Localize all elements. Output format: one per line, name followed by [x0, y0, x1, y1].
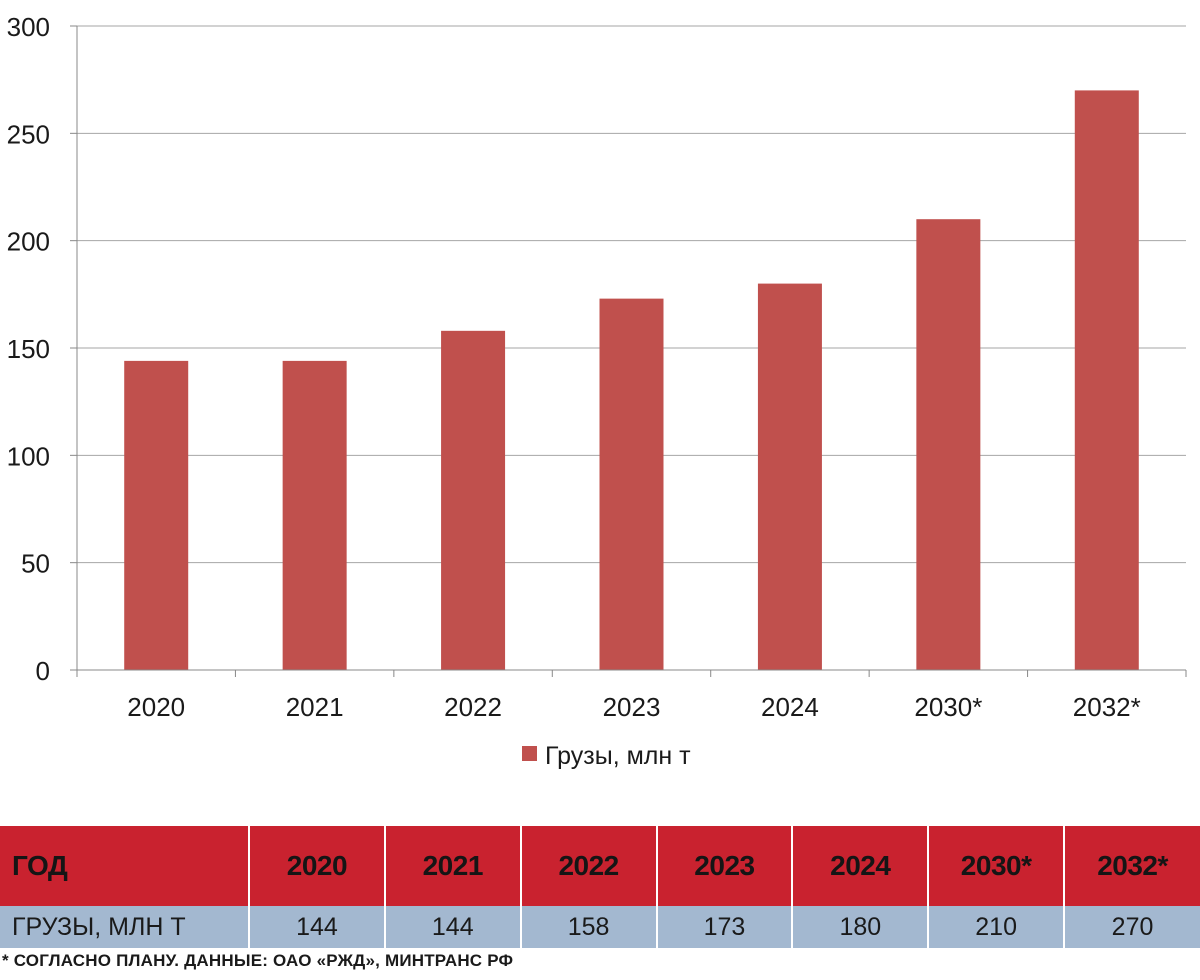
bar [599, 298, 664, 670]
legend-swatch [522, 746, 537, 761]
x-tick-label: 2022 [444, 692, 502, 722]
table-header-row: ГОД 2020 2021 2022 2023 2024 2030* 2032* [0, 826, 1200, 906]
bar [124, 360, 189, 670]
table-header-year: 2022 [520, 826, 658, 906]
table-cell-value: 210 [928, 906, 1066, 948]
x-tick-label: 2032* [1073, 692, 1141, 722]
y-tick-label: 150 [7, 334, 50, 364]
table-data-row: ГРУЗЫ, МЛН Т 144 144 158 173 180 210 270 [0, 906, 1200, 948]
table-cell-value: 144 [249, 906, 386, 948]
chart-axes [70, 25, 1187, 677]
x-tick-label: 2024 [761, 692, 819, 722]
table-cell-value: 180 [792, 906, 930, 948]
table-header-year: 2020 [249, 826, 386, 906]
y-tick-labels: 0 50 100 150 200 250 300 [7, 12, 50, 686]
table-header-year: 2030* [928, 826, 1066, 906]
chart-legend: Грузы, млн т [522, 742, 691, 770]
y-tick-label: 300 [7, 12, 50, 42]
bar [282, 360, 347, 670]
bar [441, 330, 506, 670]
legend-label: Грузы, млн т [545, 742, 691, 770]
bar [916, 219, 981, 670]
x-tick-label: 2020 [127, 692, 185, 722]
table-header-year: 2021 [384, 826, 522, 906]
table-header-year: 2023 [656, 826, 794, 906]
y-tick-label: 100 [7, 441, 50, 471]
table-cell-value: 270 [1064, 906, 1200, 948]
bar [1074, 90, 1139, 670]
table-header-year: 2024 [792, 826, 930, 906]
data-table: ГОД 2020 2021 2022 2023 2024 2030* 2032*… [0, 826, 1200, 948]
table-header-year: 2032* [1064, 826, 1200, 906]
table-cell-value: 173 [656, 906, 794, 948]
y-tick-label: 200 [7, 227, 50, 257]
y-tick-label: 50 [21, 549, 50, 579]
y-tick-label: 0 [36, 656, 50, 686]
table-row-label: ГРУЗЫ, МЛН Т [0, 906, 250, 948]
bar [757, 283, 822, 670]
chart-bars [124, 90, 1139, 670]
x-tick-label: 2023 [603, 692, 661, 722]
table-cell-value: 158 [520, 906, 658, 948]
table-cell-value: 144 [384, 906, 522, 948]
footnote: * СОГЛАСНО ПЛАНУ. ДАННЫЕ: ОАО «РЖД», МИН… [2, 951, 514, 970]
x-tick-label: 2030* [914, 692, 982, 722]
x-tick-labels: 2020 2021 2022 2023 2024 2030* 2032* [127, 692, 1140, 722]
x-tick-label: 2021 [286, 692, 344, 722]
y-tick-label: 250 [7, 119, 50, 149]
table-header-label: ГОД [0, 826, 250, 906]
